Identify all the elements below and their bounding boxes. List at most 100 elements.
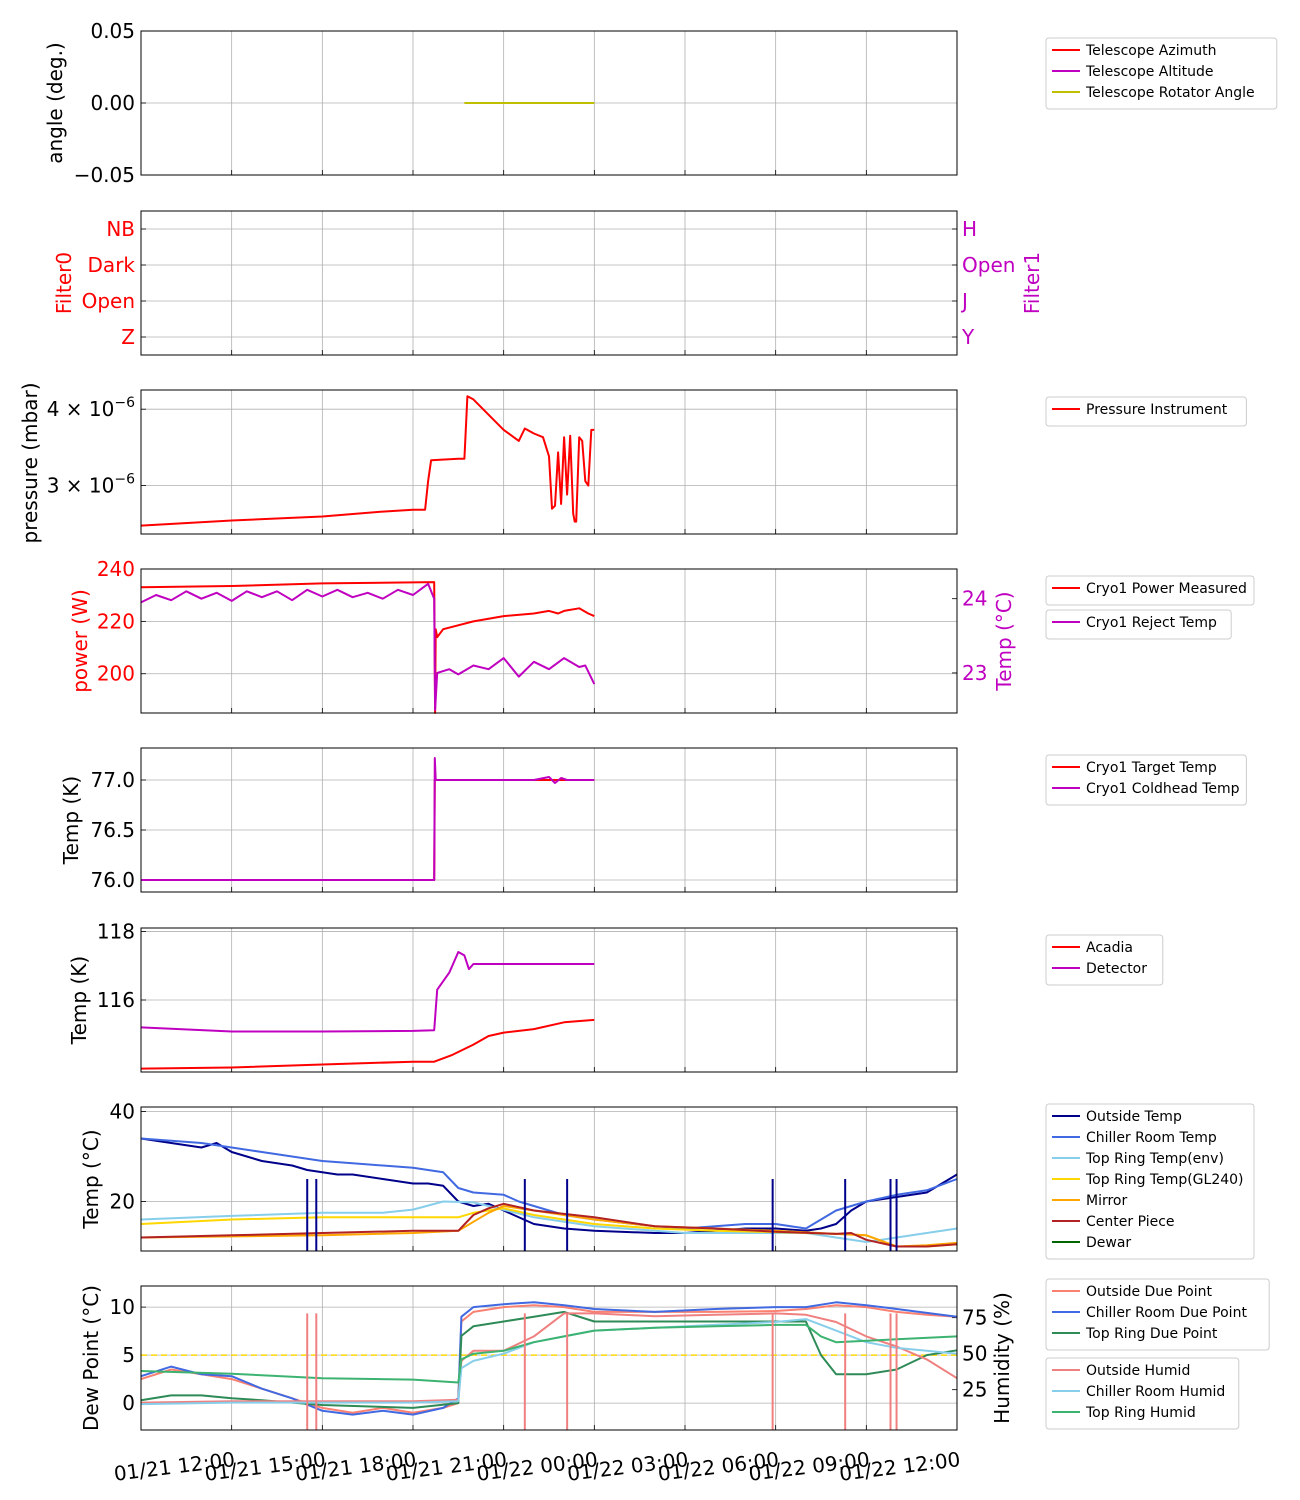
y-tick-label-right: 75 xyxy=(962,1306,987,1330)
filter0-tick-label: Z xyxy=(121,325,135,349)
filter0-tick-label: NB xyxy=(106,217,135,241)
y-tick-label: 4 × 10−6 xyxy=(47,395,135,421)
plot-frame xyxy=(140,568,958,714)
legend-entry: Top Ring Humid xyxy=(1085,1405,1196,1421)
legend-entry: Mirror xyxy=(1086,1193,1127,1209)
filter1-axis-label: Filter1 xyxy=(1020,252,1044,314)
legend-entry: Cryo1 Target Temp xyxy=(1086,760,1217,776)
legend-box xyxy=(1045,1357,1240,1430)
legend-entry: Dewar xyxy=(1086,1235,1131,1251)
plot-frame xyxy=(140,1285,958,1431)
legend-entry: Center Piece xyxy=(1086,1214,1175,1230)
legend-humidity: Outside Humid Chiller Room Humid Top Ring … xyxy=(1045,1357,1240,1430)
legend-entry: Cryo1 Coldhead Temp xyxy=(1086,781,1240,797)
plot-frame xyxy=(140,1106,958,1252)
series-acadia xyxy=(140,1018,595,1070)
legend-angle: Telescope Azimuth Telescope Altitude Teles… xyxy=(1045,37,1278,110)
legend-box xyxy=(1045,1103,1255,1260)
legend-box xyxy=(1045,575,1255,606)
series-center-piece xyxy=(140,1202,958,1248)
series-detector xyxy=(140,951,595,1033)
filter1-tick-label: J xyxy=(960,289,968,313)
y-tick-label-right: 23 xyxy=(962,661,987,685)
y-tick-label: 76.5 xyxy=(90,818,135,842)
y-tick-label: 0.05 xyxy=(90,19,135,43)
legend-entry: Top Ring Temp(env) xyxy=(1085,1151,1224,1167)
series-cryo1-reject-temp xyxy=(140,582,596,711)
filter1-tick-label: Y xyxy=(961,325,975,349)
dome-temp-panel: 20 40 Temp (°C) Outside Temp Chiller Room Te… xyxy=(79,1100,1255,1260)
legend-dome-temp: Outside Temp Chiller Room Temp Top Ring Te… xyxy=(1045,1103,1255,1260)
legend-entry: Chiller Room Humid xyxy=(1086,1384,1225,1400)
series-chiller-room-temp xyxy=(140,1137,958,1230)
legend-entry: Telescope Azimuth xyxy=(1085,43,1216,59)
power-axis-label: power (W) xyxy=(68,589,92,693)
legend-entry: Top Ring Due Point xyxy=(1085,1326,1218,1342)
legend-entry: Top Ring Temp(GL240) xyxy=(1085,1172,1244,1188)
y-tick-label: 118 xyxy=(97,919,135,943)
y-tick-label: −0.05 xyxy=(74,163,135,187)
legend-entry: Outside Due Point xyxy=(1086,1284,1213,1300)
y-axis-label: Temp (K) xyxy=(59,776,83,865)
series-cryo1-power-measured xyxy=(140,581,595,714)
y-tick-label: 5 xyxy=(122,1343,135,1367)
y-tick-label: 3 × 10−6 xyxy=(47,472,135,498)
series-chiller-room-due-point xyxy=(140,1301,958,1416)
y-axis-label: Temp (°C) xyxy=(79,1129,103,1229)
y-tick-label: 76.0 xyxy=(90,868,135,892)
legend-entry: Chiller Room Due Point xyxy=(1086,1305,1247,1321)
humidity-axis-label: Humidity (%) xyxy=(990,1292,1014,1424)
series-top-ring-humid xyxy=(140,1323,958,1384)
legend-box xyxy=(1045,609,1232,640)
cryo-power-panel: 200 220 240 23 24 power (W) Temp (°C) Cryo1 Pow… xyxy=(68,557,1255,714)
plot-frame xyxy=(140,927,958,1073)
angle-panel: −0.05 0.00 0.05 angle (deg.) Telescope Azimu… xyxy=(43,19,1278,187)
legend-box xyxy=(1045,37,1278,110)
reject-temp-axis-label: Temp (°C) xyxy=(992,591,1016,691)
y-tick-label: 116 xyxy=(97,988,135,1012)
plot-frame xyxy=(140,389,958,535)
y-tick-label: 77.0 xyxy=(90,768,135,792)
series-outside-humid xyxy=(140,1312,958,1404)
legend-cryo-temp: Cryo1 Target Temp Cryo1 Coldhead Temp xyxy=(1045,754,1247,806)
series-top-ring-temp-env xyxy=(140,1200,958,1243)
plot-frame xyxy=(140,210,958,356)
y-axis-label: Dew Point (°C) xyxy=(79,1285,103,1431)
series-chiller-room-humid xyxy=(140,1318,958,1406)
legend-entry: Telescope Rotator Angle xyxy=(1085,85,1255,101)
legend-box xyxy=(1045,754,1247,806)
legend-cryo-power: Cryo1 Power Measured xyxy=(1045,575,1255,606)
legend-detector: Acadia Detector xyxy=(1045,934,1164,986)
y-axis-label: pressure (mbar) xyxy=(18,382,42,543)
legend-box xyxy=(1045,1278,1270,1351)
y-tick-label-right: 24 xyxy=(962,587,987,611)
series-cryo1-coldhead-temp xyxy=(141,757,595,881)
filter0-tick-label: Dark xyxy=(88,253,136,277)
filter1-tick-label: H xyxy=(962,217,977,241)
plot-frame xyxy=(140,30,958,176)
legend-entry: Outside Temp xyxy=(1086,1109,1182,1125)
y-tick-label-right: 50 xyxy=(962,1342,987,1366)
legend-entry: Pressure Instrument xyxy=(1086,402,1228,418)
y-tick-label-right: 25 xyxy=(962,1378,987,1402)
y-tick-label: 20 xyxy=(110,1190,135,1214)
y-axis-label: angle (deg.) xyxy=(43,42,67,164)
legend-entry: Detector xyxy=(1086,961,1147,977)
y-tick-label: 0.00 xyxy=(90,91,135,115)
legend-entry: Cryo1 Reject Temp xyxy=(1086,615,1217,631)
filter1-tick-label: Open xyxy=(962,253,1015,277)
y-tick-label: 0 xyxy=(122,1391,135,1415)
y-tick-label: 10 xyxy=(110,1295,135,1319)
series-pressure-instrument xyxy=(140,395,595,527)
y-tick-label: 200 xyxy=(97,662,135,686)
dew-point-panel: 0 5 10 25 50 75 Dew Point (°C) Humidity (%) Outs… xyxy=(79,1278,1270,1486)
filter0-axis-label: Filter0 xyxy=(52,252,76,314)
legend-cryo-reject: Cryo1 Reject Temp xyxy=(1045,609,1232,640)
legend-pressure: Pressure Instrument xyxy=(1045,396,1247,427)
legend-entry: Outside Humid xyxy=(1086,1363,1190,1379)
legend-entry: Chiller Room Temp xyxy=(1086,1130,1217,1146)
